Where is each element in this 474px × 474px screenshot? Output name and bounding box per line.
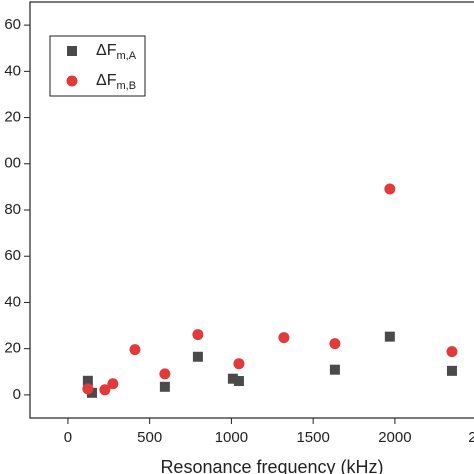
point	[129, 344, 141, 356]
legend-marker	[66, 75, 78, 87]
y-tick-label: 40	[4, 293, 21, 310]
y-tick-label: 40	[4, 62, 21, 79]
point	[233, 358, 245, 370]
legend-box	[49, 35, 146, 97]
point	[192, 351, 203, 362]
point	[329, 338, 341, 350]
point	[159, 368, 171, 380]
point	[192, 329, 204, 341]
legend-marker	[67, 46, 77, 56]
y-tick-label: 20	[4, 340, 21, 357]
point	[82, 375, 93, 386]
point	[384, 331, 395, 342]
y-tick-label: 0	[13, 386, 21, 403]
y-tick-label: 20	[4, 109, 21, 126]
point	[159, 381, 170, 392]
legend-label: ΔFm,A	[96, 42, 137, 62]
x-tick-label: 0	[64, 429, 72, 446]
point	[107, 378, 119, 390]
point	[278, 332, 290, 344]
x-tick-label: 1000	[215, 429, 248, 446]
point	[329, 364, 340, 375]
point	[86, 387, 97, 398]
y-tick-label: 00	[4, 155, 21, 172]
point	[227, 373, 238, 384]
point	[446, 346, 458, 358]
x-tick-label: 25	[468, 429, 474, 446]
x-axis-label: Resonance frequency (kHz)	[160, 457, 383, 474]
x-tick-label: 1500	[296, 429, 329, 446]
x-tick-label: 500	[137, 429, 162, 446]
point	[384, 183, 396, 195]
point	[233, 376, 244, 387]
point	[99, 384, 111, 396]
point	[82, 383, 94, 395]
y-tick-label: 60	[4, 16, 21, 33]
x-tick-label: 2000	[378, 429, 411, 446]
legend-label: ΔFm,B	[96, 72, 136, 92]
y-tick-label: 60	[4, 247, 21, 264]
point	[446, 365, 457, 376]
y-tick-label: 80	[4, 201, 21, 218]
